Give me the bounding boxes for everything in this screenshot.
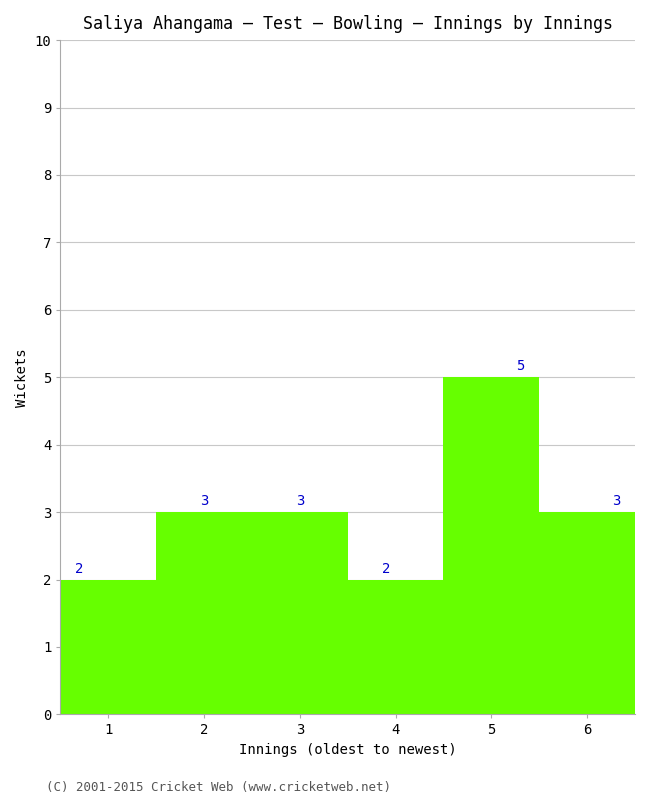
Text: (C) 2001-2015 Cricket Web (www.cricketweb.net): (C) 2001-2015 Cricket Web (www.cricketwe… <box>46 781 391 794</box>
Bar <box>540 512 635 714</box>
Title: Saliya Ahangama – Test – Bowling – Innings by Innings: Saliya Ahangama – Test – Bowling – Innin… <box>83 15 613 33</box>
Text: 3: 3 <box>296 494 304 508</box>
Bar <box>443 378 540 714</box>
Text: 2: 2 <box>382 562 390 575</box>
Text: 3: 3 <box>200 494 208 508</box>
X-axis label: Innings (oldest to newest): Innings (oldest to newest) <box>239 743 456 757</box>
Text: 2: 2 <box>75 562 84 575</box>
Bar <box>252 512 348 714</box>
Bar <box>156 512 252 714</box>
Bar <box>348 579 443 714</box>
Text: 5: 5 <box>516 359 525 374</box>
Text: 3: 3 <box>612 494 620 508</box>
Y-axis label: Wickets: Wickets <box>15 348 29 406</box>
Bar <box>60 579 156 714</box>
